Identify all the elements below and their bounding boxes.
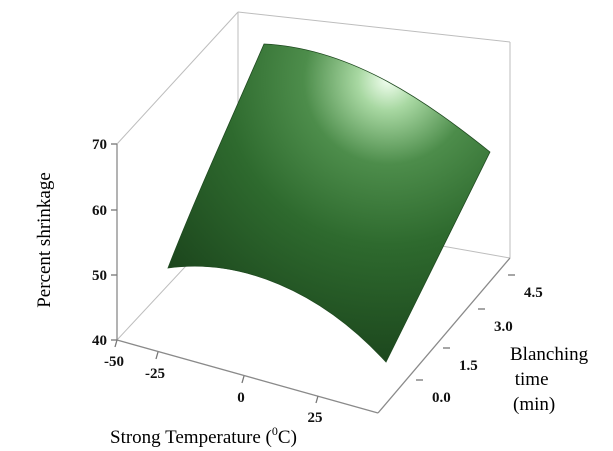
- front-axes: [116, 144, 511, 414]
- y-axis-title-line-2: time: [510, 369, 549, 390]
- y-axis-title: Blanching time (min): [510, 344, 593, 415]
- x-axis-title: Strong Temperature (0C): [110, 424, 297, 448]
- x-tick-mark: [155, 351, 159, 360]
- y-tick-label: 3.0: [494, 319, 513, 335]
- z-axis-title: Percent shrinkage: [34, 172, 55, 308]
- y-tick-label: 4.5: [524, 285, 543, 301]
- tick-marks: [111, 143, 515, 404]
- x-axis-title-superscript: 0: [272, 424, 278, 438]
- x-tick-label: -25: [145, 366, 165, 382]
- back-left-edge: [116, 11, 239, 145]
- tick-labels: 40 50 60 70 -50 -25 0 25 0.0 1.5 3.0 4.5: [92, 137, 543, 426]
- back-top-edge: [237, 11, 511, 43]
- x-tick-label: 25: [308, 410, 323, 426]
- response-surface: [167, 43, 491, 363]
- y-tick-label: 0.0: [432, 390, 451, 406]
- y-axis-title-line-3: (min): [513, 394, 555, 415]
- z-tick-label: 40: [92, 333, 107, 349]
- x-tick-label: 0: [237, 390, 245, 406]
- x-axis-title-main: Strong Temperature (: [110, 427, 272, 448]
- z-tick-label: 50: [92, 268, 107, 284]
- x-tick-mark: [241, 375, 245, 384]
- x-tick-mark: [315, 395, 319, 404]
- x-axis-title-end: C): [278, 427, 297, 448]
- y-axis-line: [377, 257, 511, 414]
- x-tick-mark: [114, 339, 118, 348]
- z-tick-label: 60: [92, 203, 107, 219]
- y-tick-label: 1.5: [459, 358, 478, 374]
- z-tick-label: 70: [92, 137, 107, 153]
- x-axis-line: [116, 339, 379, 414]
- y-axis-title-line-1: Blanching: [510, 344, 589, 365]
- x-tick-label: -50: [104, 354, 124, 370]
